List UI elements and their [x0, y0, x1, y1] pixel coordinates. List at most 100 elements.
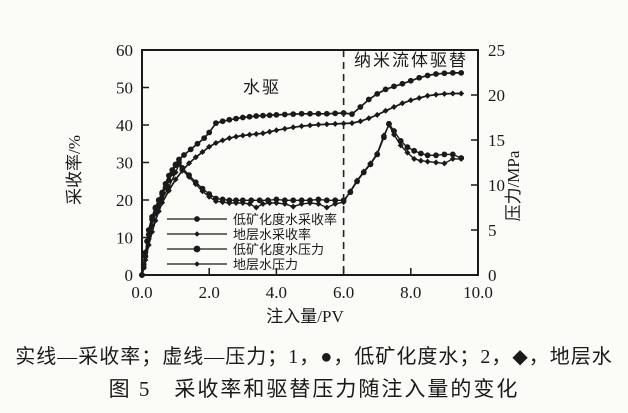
y-left-tick-label: 30	[116, 154, 133, 173]
series-formation-water-recovery-marker	[449, 90, 456, 97]
series-low-salinity-recovery-marker	[206, 129, 213, 136]
series-formation-water-pressure-marker	[360, 168, 367, 175]
series-formation-water-recovery-marker	[199, 149, 206, 155]
series-formation-water-recovery-marker	[298, 123, 305, 130]
series-low-salinity-recovery-marker	[349, 111, 355, 118]
series-formation-water-recovery-marker	[273, 127, 280, 134]
series-formation-water-pressure-marker	[206, 193, 213, 200]
series-formation-water-recovery-marker	[226, 135, 233, 142]
series-formation-water-pressure-marker	[273, 200, 280, 206]
y-left-tick-label: 0	[125, 266, 134, 285]
series-low-salinity-recovery-marker	[226, 116, 233, 123]
series-formation-water-pressure-marker	[354, 177, 361, 184]
series-formation-water-recovery-marker	[458, 90, 465, 97]
series-formation-water-recovery-marker	[212, 140, 219, 146]
series-formation-water-pressure-marker	[411, 155, 418, 162]
series-formation-water-recovery-marker	[382, 107, 389, 114]
figure-note: 实线—采收率；虚线—压力；1，●，低矿化度水；2，◆，地层水	[15, 346, 613, 368]
series-formation-water-pressure-marker	[380, 132, 387, 139]
series-formation-water-recovery-marker	[323, 121, 330, 128]
series-low-salinity-recovery-marker	[298, 110, 305, 117]
figure-caption: 图 5 采收率和驱替压力随注入量的变化	[108, 377, 520, 401]
series-low-salinity-recovery-marker	[246, 113, 253, 120]
series-formation-water-pressure	[139, 121, 465, 278]
series-formation-water-recovery-marker	[219, 137, 226, 144]
series-low-salinity-recovery-marker	[260, 112, 266, 119]
series-low-salinity-pressure-marker	[441, 151, 448, 158]
series-formation-water-pressure-marker	[239, 200, 246, 206]
x-tick-label: 4.0	[266, 283, 287, 302]
legend-label: 低矿化度水压力	[233, 242, 324, 257]
legend-item-low-salinity-recovery: 低矿化度水采收率	[167, 212, 337, 227]
series-formation-water-pressure-marker	[192, 181, 199, 188]
y-right-tick-label: 0	[488, 266, 497, 285]
series-formation-water-recovery-marker	[357, 118, 364, 125]
series-formation-water-pressure-marker	[165, 183, 172, 190]
series-formation-water-recovery-marker	[246, 131, 253, 138]
legend-marker	[194, 231, 200, 237]
series-formation-water-pressure-marker	[367, 160, 374, 167]
series-low-salinity-recovery-marker	[416, 74, 423, 81]
series-low-salinity-recovery-marker	[332, 110, 339, 117]
series-formation-water-pressure-marker	[441, 160, 448, 167]
series-formation-water-pressure-marker	[142, 254, 149, 260]
series-formation-water-recovery-marker	[266, 128, 273, 135]
series-formation-water-recovery-marker	[349, 120, 355, 127]
y-right-tick-label: 5	[488, 221, 497, 240]
series-formation-water-pressure-marker	[307, 200, 313, 206]
series-formation-water-recovery-marker	[259, 130, 266, 137]
series-formation-water-pressure-marker	[385, 121, 392, 128]
series-formation-water-pressure-marker	[212, 198, 219, 205]
series-formation-water-recovery-marker	[433, 91, 439, 98]
series-low-salinity-pressure-marker	[424, 152, 431, 159]
series-formation-water-pressure-marker	[323, 204, 330, 211]
series-low-salinity-recovery-marker	[233, 115, 239, 122]
recovery-pressure-chart: 0 10 20 30 40 50 60 0 5 10 15 20 25 0.0 2.0 4.0 6.0 8.0 10…	[65, 41, 523, 326]
series-low-salinity-pressure-marker	[256, 197, 263, 204]
y-left-tick-label: 50	[116, 79, 133, 98]
legend-label: 地层水采收率	[233, 227, 311, 242]
legend-marker	[194, 216, 200, 222]
series-low-salinity-pressure-marker	[449, 151, 456, 158]
series-low-salinity-pressure-marker	[417, 150, 424, 157]
series-formation-water-recovery-marker	[399, 100, 406, 107]
series-low-salinity-recovery-marker	[424, 72, 431, 79]
series-formation-water-pressure-marker	[315, 200, 322, 207]
legend-item-formation-water-pressure: 地层水压力	[167, 257, 298, 272]
series-formation-water-pressure-marker	[281, 200, 288, 207]
series-low-salinity-recovery-marker	[239, 114, 246, 121]
legend-item-formation-water-recovery: 地层水采收率	[167, 227, 311, 242]
left-axis-title: 采收率/%	[65, 135, 84, 205]
series-low-salinity-recovery-marker	[382, 86, 389, 93]
series-formation-water-recovery-marker	[441, 90, 448, 97]
series-formation-water-pressure-marker	[159, 195, 166, 202]
series-low-salinity-pressure-marker	[411, 147, 418, 154]
series-low-salinity-recovery-marker	[281, 111, 288, 118]
series-formation-water-recovery-marker	[424, 92, 431, 99]
legend-item-low-salinity-pressure: 低矿化度水压力	[167, 242, 324, 257]
series-low-salinity-recovery-marker	[357, 104, 364, 110]
series-low-salinity-recovery-marker	[458, 69, 465, 76]
series-formation-water-pressure-marker	[340, 199, 347, 206]
series-formation-water-pressure-marker	[433, 159, 439, 166]
data-series	[139, 69, 465, 278]
x-tick-label: 2.0	[199, 283, 220, 302]
legend-marker	[193, 245, 201, 253]
series-formation-water-recovery-marker	[391, 104, 397, 110]
series-low-salinity-recovery-marker	[181, 152, 187, 158]
series-low-salinity-recovery-marker	[219, 118, 226, 125]
water-flood-annotation: 水驱	[243, 78, 281, 97]
legend-label: 低矿化度水采收率	[233, 212, 337, 227]
series-formation-water-pressure-marker	[449, 155, 456, 162]
series-low-salinity-recovery-marker	[391, 83, 397, 90]
series-formation-water-pressure-marker	[298, 200, 305, 207]
series-line-formation-water-recovery	[141, 92, 462, 276]
series-low-salinity-pressure-marker	[323, 197, 330, 204]
series-low-salinity-pressure-marker	[165, 177, 172, 184]
series-formation-water-pressure-marker	[172, 169, 179, 176]
series-low-salinity-recovery-marker	[399, 80, 406, 87]
series-formation-water-pressure-marker	[397, 142, 404, 149]
series-formation-water-recovery-marker	[290, 124, 297, 131]
